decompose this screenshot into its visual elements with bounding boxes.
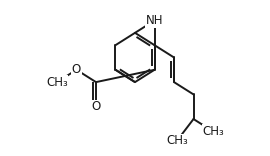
Text: O: O: [72, 63, 81, 76]
Text: CH₃: CH₃: [202, 125, 224, 138]
Text: CH₃: CH₃: [46, 76, 68, 89]
Text: O: O: [91, 100, 101, 113]
Text: CH₃: CH₃: [166, 134, 188, 147]
Text: NH: NH: [146, 14, 163, 27]
